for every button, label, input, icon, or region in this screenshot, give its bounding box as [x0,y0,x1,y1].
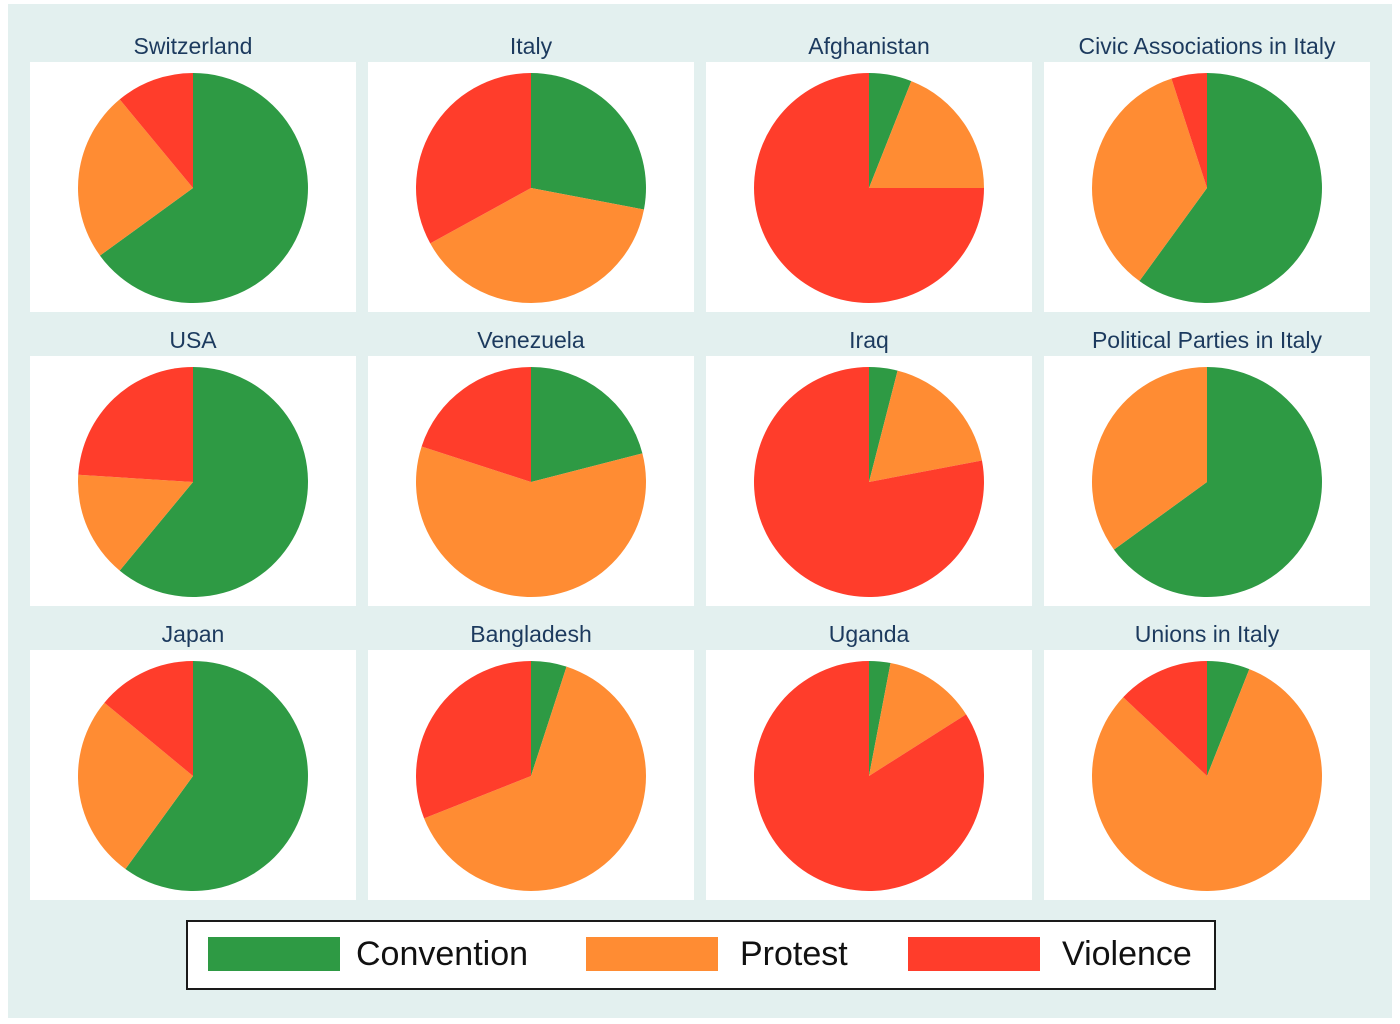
legend-swatch-protest [586,937,718,971]
pie-slice-usa-protest [78,474,193,571]
pie-slice-bangladesh-violence [416,661,531,819]
pie-slice-uganda-protest [869,663,967,776]
pie-title-venezuela: Venezuela [477,327,585,353]
pie-chart-bangladesh [416,661,647,892]
pie-slice-afghanistan-protest [869,81,984,188]
pie-title-iraq: Iraq [849,327,889,353]
pie-slice-political-parties-in-italy-protest [1091,367,1207,550]
pie-panel-unions-in-italy [1044,650,1370,900]
pie-panel-afghanistan [706,62,1032,312]
pie-slice-switzerland-protest [77,99,193,256]
pie-panel-venezuela [368,356,694,606]
legend-swatch-convention [208,937,340,971]
pie-slice-unions-in-italy-violence [1123,661,1207,776]
pie-slice-japan-protest [77,702,193,870]
pie-title-unions-in-italy: Unions in Italy [1134,621,1280,647]
pie-title-civic-associations-in-italy: Civic Associations in Italy [1078,33,1336,59]
pie-chart-iraq [753,367,984,597]
pie-panel-civic-associations-in-italy [1044,62,1370,312]
pie-slice-iraq-convention [869,367,898,482]
pie-chart-unions-in-italy [1091,661,1322,892]
pie-slice-afghanistan-violence [754,73,984,303]
pie-slice-iraq-protest [869,370,982,482]
pie-chart-usa [78,367,309,597]
pie-panel-uganda [706,650,1032,900]
pie-panel-iraq [706,356,1032,606]
pie-slice-venezuela-protest [416,446,647,597]
pie-chart-political-parties-in-italy [1091,367,1322,597]
pie-panel-italy [368,62,694,312]
pie-panel-usa [30,356,356,606]
pie-chart-switzerland [77,73,308,303]
pie-chart-italy [415,73,646,304]
pie-title-switzerland: Switzerland [133,33,253,59]
pie-slice-switzerland-convention [99,73,308,303]
pie-slice-civic-associations-in-italy-violence [1171,73,1207,188]
pie-slice-political-parties-in-italy-convention [1113,367,1322,597]
pie-slice-japan-violence [104,661,193,776]
legend: Convention Protest Violence [186,920,1216,990]
legend-label-violence: Violence [1062,935,1192,973]
pie-slice-iraq-violence [753,367,984,597]
pie-slice-italy-violence [415,73,531,244]
pie-chart-afghanistan [754,73,984,303]
pie-panel-bangladesh [368,650,694,900]
pie-slice-venezuela-violence [421,367,531,482]
pie-panel-political-parties-in-italy [1044,356,1370,606]
pie-slice-unions-in-italy-protest [1091,669,1322,892]
pie-slice-unions-in-italy-convention [1207,661,1250,776]
pie-title-uganda: Uganda [828,621,910,647]
pie-title-political-parties-in-italy: Political Parties in Italy [1091,327,1323,353]
chart-figure: Switzerland Italy Afghanistan Civic Associa… [8,4,1392,1018]
pie-panel-japan [30,650,356,900]
pie-slice-civic-associations-in-italy-protest [1091,78,1207,282]
pie-slice-japan-convention [125,661,308,891]
pie-chart-venezuela [416,367,647,597]
pie-title-afghanistan: Afghanistan [808,33,930,59]
pie-slice-uganda-convention [869,661,891,776]
pie-chart-japan [77,661,308,891]
pie-slice-civic-associations-in-italy-convention [1139,73,1322,303]
legend-swatch-violence [908,937,1040,971]
pie-title-japan: Japan [161,621,225,647]
pie-slice-usa-convention [119,367,309,597]
pie-slice-uganda-violence [754,661,985,891]
pie-slice-italy-convention [531,73,646,210]
pie-slice-bangladesh-convention [531,661,567,776]
pie-slice-afghanistan-convention [869,73,912,188]
pie-chart-civic-associations-in-italy [1091,73,1322,303]
legend-label-protest: Protest [740,935,848,973]
pie-chart-uganda [754,661,985,891]
pie-title-usa: USA [169,327,217,353]
pie-slice-bangladesh-protest [424,666,647,892]
pie-title-bangladesh: Bangladesh [470,621,592,647]
legend-label-convention: Convention [356,935,529,973]
pie-slice-venezuela-convention [531,367,643,482]
pie-slice-italy-protest [430,188,644,304]
pie-title-italy: Italy [509,33,553,59]
pie-panel-switzerland [30,62,356,312]
pie-slice-usa-violence [78,367,193,482]
pie-slice-switzerland-violence [119,73,193,188]
